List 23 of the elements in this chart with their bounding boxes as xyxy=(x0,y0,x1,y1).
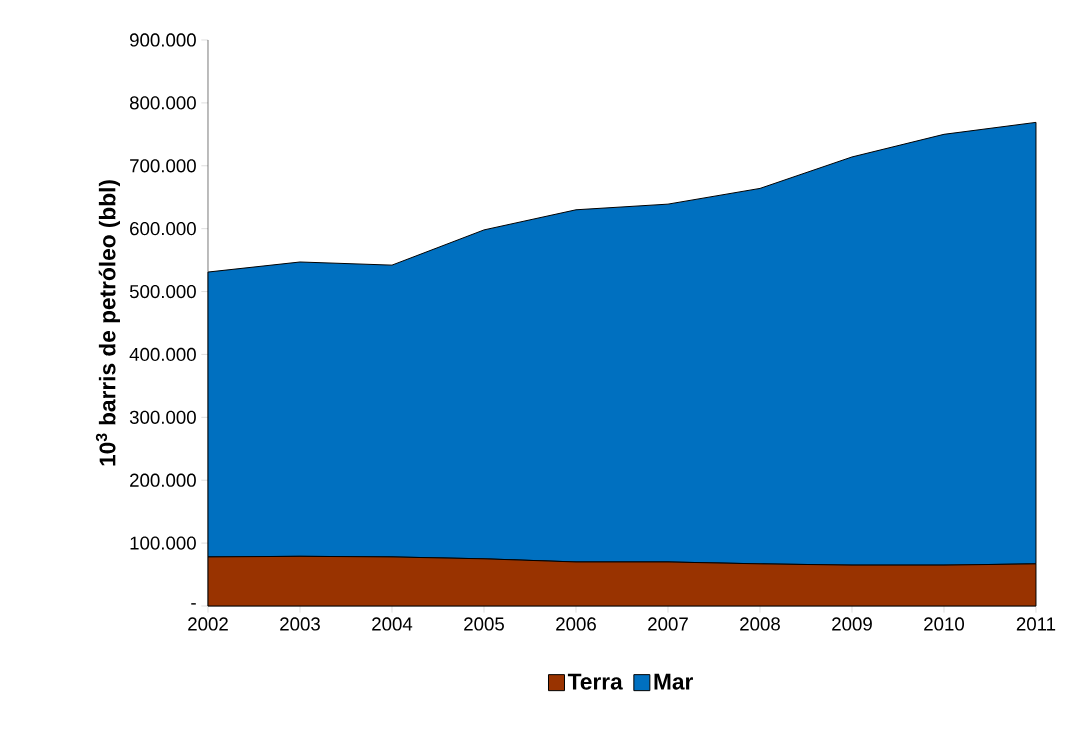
x-tick-label: 2004 xyxy=(372,617,413,631)
x-tick-label: 2005 xyxy=(464,617,504,631)
y-tick-label: 600.000 xyxy=(130,222,196,236)
y-axis-title: 10$^{3}$ barris de petróleo (bbl) xyxy=(95,180,120,466)
x-tick-label: 2007 xyxy=(648,617,688,631)
x-tick-label: 2002 xyxy=(188,617,228,631)
y-tick-label: 400.000 xyxy=(129,347,196,362)
x-tick-label: 2008 xyxy=(740,617,780,631)
y-tick-label: 200.000 xyxy=(130,473,196,487)
y-tick-label: 700.000 xyxy=(130,159,196,173)
y-tick-label: 800.000 xyxy=(129,96,196,110)
x-tick-label: 2006 xyxy=(556,617,596,631)
y-tick-label: 300.000 xyxy=(129,410,196,424)
x-tick-label: 2010 xyxy=(924,617,965,631)
x-tick-label: 2003 xyxy=(280,617,320,631)
y-tick-label: 500.000 xyxy=(129,284,196,299)
legend-label: Mar xyxy=(654,673,693,690)
x-tick-label: 2009 xyxy=(832,617,872,631)
legend-label: Terra xyxy=(567,673,623,690)
y-tick-label: - xyxy=(191,603,196,605)
y-tick-label: 900.000 xyxy=(130,33,196,47)
x-tick-label: 2011 xyxy=(1016,617,1056,631)
y-tick-label: 100.000 xyxy=(130,536,196,550)
